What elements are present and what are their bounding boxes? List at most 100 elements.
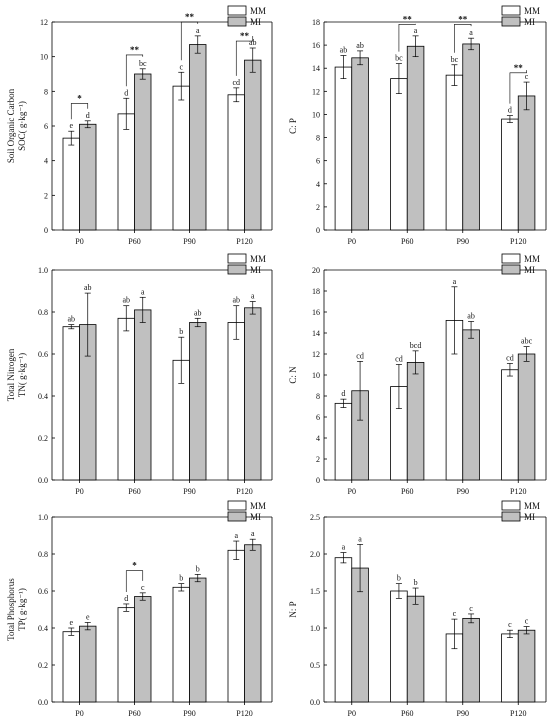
y-tick-label: 16 [312, 308, 320, 317]
y-tick-label: 2.5 [310, 513, 320, 522]
x-tick-label: P120 [236, 487, 252, 496]
y-tick-label: 16 [312, 41, 320, 50]
x-tick-label: P0 [75, 487, 83, 496]
significance-bracket [180, 21, 199, 61]
significance-marker: ** [130, 45, 140, 55]
legend-swatch-MI [227, 264, 247, 275]
significance-marker: * [77, 93, 82, 103]
significance-letter: ab [467, 311, 475, 320]
significance-letter: cd [506, 353, 514, 362]
significance-letter: a [342, 543, 346, 552]
significance-marker: ** [514, 63, 524, 73]
y-axis-label: TP( g·kg⁻¹) [17, 588, 27, 631]
panel-c: 0.0 0.2 0.4 0.6 0.8 1.0 Total Nitrogen TN( g·kg… [6, 253, 273, 496]
significance-letter: ab [340, 46, 348, 55]
bar-MI [189, 44, 207, 231]
legend-label: MI [524, 17, 535, 27]
bar-MM [117, 317, 135, 481]
significance-letter: cd [356, 351, 364, 360]
bar-MI [189, 577, 207, 703]
bar-MM [501, 633, 519, 703]
legend-label: MM [524, 501, 540, 511]
legend-swatch-MM [501, 500, 521, 511]
x-tick-label: P60 [128, 487, 140, 496]
legend-swatch-MM [501, 253, 521, 264]
significance-letter: a [234, 531, 238, 540]
y-tick-label: 10 [40, 53, 48, 62]
bar-MI [244, 59, 262, 231]
significance-marker: * [132, 561, 137, 571]
y-tick-label: 14 [312, 64, 320, 73]
significance-letter: c [525, 617, 529, 626]
significance-letter: c [453, 609, 457, 618]
bar-MI [517, 95, 536, 231]
y-tick-label: 10 [312, 110, 320, 119]
x-tick-label: P0 [348, 709, 356, 718]
significance-letter: c [525, 72, 529, 81]
significance-letter: a [251, 292, 255, 301]
y-tick-label: 4 [316, 434, 320, 443]
y-tick-label: 4 [44, 157, 48, 166]
significance-letter: ab [249, 38, 257, 47]
y-tick-label: 1.5 [310, 587, 320, 596]
x-tick-label: P0 [75, 237, 83, 246]
bar-MM [172, 85, 190, 231]
significance-letter: ab [194, 308, 202, 317]
bar-MI [351, 57, 369, 231]
significance-bracket [454, 24, 472, 53]
legend-label: MM [250, 6, 266, 16]
significance-letter: c [469, 604, 473, 613]
y-axis-label: Total Phosphorus [6, 578, 16, 641]
significance-letter: c [508, 620, 512, 629]
significance-letter: bc [451, 55, 459, 64]
y-tick-label: 0 [316, 226, 320, 235]
y-tick-label: 2.0 [310, 550, 320, 559]
panel-a: 0 2 4 6 8 10 12 Soil Organic Carbon SOC( g·kg⁻¹)… [6, 5, 273, 246]
legend-label: MM [250, 254, 266, 264]
y-tick-label: 18 [312, 287, 320, 296]
significance-letter: b [179, 574, 183, 583]
significance-letter: bc [395, 54, 403, 63]
y-tick-label: 0.4 [38, 392, 48, 401]
bar-MM [445, 74, 464, 231]
y-tick-label: 0 [316, 476, 320, 485]
legend-swatch-MM [227, 5, 247, 16]
significance-letter: a [414, 26, 418, 35]
bar-MI [134, 309, 152, 481]
y-tick-label: 8 [44, 87, 48, 96]
y-tick-label: 12 [40, 18, 48, 27]
significance-bracket [125, 54, 144, 87]
y-axis-label: C: P [288, 118, 298, 134]
legend-swatch-MM [501, 5, 521, 16]
significance-letter: b [179, 327, 183, 336]
significance-marker: ** [185, 12, 195, 22]
y-tick-label: 0.0 [310, 698, 320, 707]
significance-letter: d [124, 594, 128, 603]
y-tick-label: 0.0 [38, 476, 48, 485]
x-tick-label: P60 [128, 709, 140, 718]
x-tick-label: P90 [457, 487, 469, 496]
y-tick-label: 0 [44, 226, 48, 235]
bar-MI [134, 596, 152, 703]
y-tick-label: 0.8 [38, 550, 48, 559]
bar-MM [172, 586, 190, 703]
significance-letter: cd [232, 78, 240, 87]
significance-letter: a [453, 277, 457, 286]
bar-MM [227, 322, 245, 481]
y-tick-label: 1.0 [310, 624, 320, 633]
y-tick-label: 18 [312, 18, 320, 27]
x-tick-label: P60 [128, 237, 140, 246]
bar-MM [501, 118, 519, 231]
y-tick-label: 20 [312, 266, 320, 275]
significance-marker: ** [458, 14, 468, 24]
y-tick-label: 0.2 [38, 434, 48, 443]
bar-MI [462, 329, 480, 481]
significance-letter: abc [521, 337, 533, 346]
x-tick-label: P60 [401, 237, 413, 246]
bar-MM [334, 66, 353, 231]
significance-letter: e [86, 612, 90, 621]
bar-MM [227, 94, 245, 231]
significance-bracket [70, 103, 89, 120]
